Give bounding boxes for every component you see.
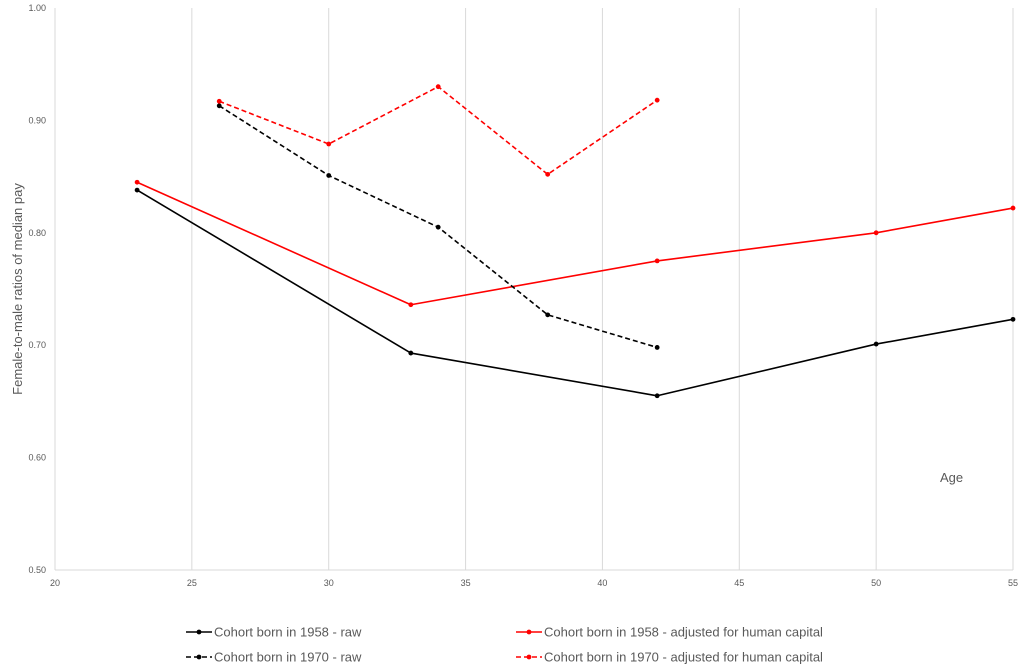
legend-label: Cohort born in 1970 - adjusted for human… (544, 650, 823, 665)
legend-marker (526, 654, 532, 660)
legend-label: Cohort born in 1970 - raw (214, 650, 362, 665)
data-point (654, 345, 660, 350)
series-3 (216, 103, 660, 350)
legend-item: Cohort born in 1970 - raw (186, 650, 362, 665)
legend-item: Cohort born in 1958 - raw (186, 625, 362, 640)
data-point (1010, 205, 1016, 211)
series-2 (134, 179, 1016, 308)
y-tick-label: 0.90 (28, 115, 46, 125)
legend-item: Cohort born in 1958 - adjusted for human… (516, 625, 823, 640)
x-tick-label: 50 (871, 578, 881, 588)
series-1 (134, 187, 1016, 399)
x-tick-label: 35 (461, 578, 471, 588)
x-tick-label: 30 (324, 578, 334, 588)
data-point (408, 302, 414, 308)
legend-marker (196, 629, 202, 635)
data-point (873, 341, 879, 347)
x-tick-label: 25 (187, 578, 197, 588)
data-point (545, 171, 551, 177)
data-point (654, 97, 660, 103)
data-point (435, 224, 441, 230)
x-tick-labels: 20 25 30 35 40 45 50 55 (50, 578, 1018, 588)
series-4 (216, 84, 660, 177)
series-line (136, 189, 1014, 397)
data-point (435, 84, 441, 90)
data-point (134, 179, 140, 185)
data-point (1010, 316, 1016, 322)
y-tick-label: 0.50 (28, 565, 46, 575)
x-tick-label: 55 (1008, 578, 1018, 588)
data-point (326, 141, 332, 147)
y-tick-label: 0.60 (28, 453, 46, 463)
y-tick-label: 1.00 (28, 3, 46, 13)
legend-marker (196, 654, 202, 660)
legend: Cohort born in 1958 - raw Cohort born in … (186, 625, 823, 665)
data-point (216, 98, 222, 104)
series-line (136, 181, 1014, 306)
legend-marker (526, 629, 532, 635)
data-point (326, 173, 332, 178)
x-tick-label: 40 (597, 578, 607, 588)
x-axis-title: Age (940, 470, 963, 485)
x-tick-label: 20 (50, 578, 60, 588)
data-point (408, 350, 414, 356)
y-axis-title: Female-to-male ratios of median pay (10, 183, 25, 395)
y-tick-label: 0.80 (28, 228, 46, 238)
legend-item: Cohort born in 1970 - adjusted for human… (516, 650, 823, 665)
data-point (654, 393, 660, 399)
legend-label: Cohort born in 1958 - raw (214, 625, 362, 640)
data-point (654, 258, 660, 264)
gridlines (191, 8, 1014, 570)
series-line (218, 85, 658, 176)
data-point (545, 312, 551, 318)
data-point (134, 187, 140, 193)
data-point (216, 103, 222, 109)
data-point (873, 230, 879, 236)
y-tick-label: 0.70 (28, 340, 46, 350)
series-lines (134, 84, 1016, 399)
x-tick-label: 45 (734, 578, 744, 588)
y-tick-labels: 0.50 0.60 0.70 0.80 0.90 1.00 (28, 3, 46, 575)
legend-label: Cohort born in 1958 - adjusted for human… (544, 625, 823, 640)
